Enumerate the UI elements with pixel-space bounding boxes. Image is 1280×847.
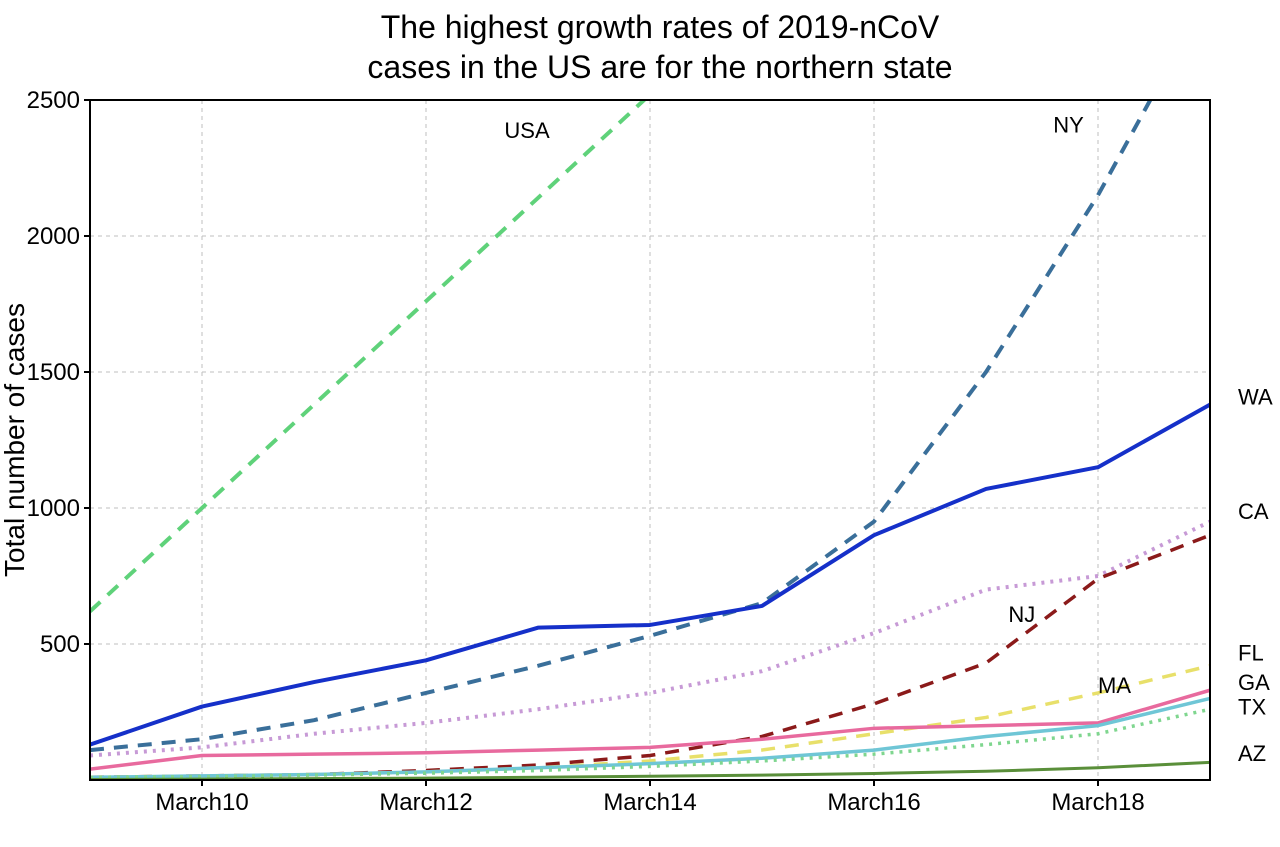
y-tick-label-2000: 2000 xyxy=(27,223,80,250)
y-tick-label-2500: 2500 xyxy=(27,87,80,114)
series-label-az: AZ xyxy=(1238,741,1266,766)
x-tick-label-3: March16 xyxy=(827,789,920,816)
x-tick-label-2: March14 xyxy=(603,789,696,816)
y-tick-label-1000: 1000 xyxy=(27,495,80,522)
x-tick-label-1: March12 xyxy=(379,789,472,816)
y-tick-label-500: 500 xyxy=(40,631,80,658)
series-label-wa: WA xyxy=(1238,385,1273,410)
y-axis-label: Total number of cases xyxy=(0,303,30,577)
chart-container: The highest growth rates of 2019-nCoV cas… xyxy=(0,0,1280,847)
chart-title-line2: cases in the US are for the northern sta… xyxy=(367,49,952,85)
series-label-tx: TX xyxy=(1238,695,1266,720)
series-label-ca: CA xyxy=(1238,499,1269,524)
line-chart: The highest growth rates of 2019-nCoV cas… xyxy=(0,0,1280,847)
series-label-ny: NY xyxy=(1053,113,1084,138)
chart-title-line1: The highest growth rates of 2019-nCoV xyxy=(381,9,940,45)
series-label-ma: MA xyxy=(1098,673,1131,698)
series-label-fl: FL xyxy=(1238,640,1264,665)
x-tick-label-0: March10 xyxy=(155,789,248,816)
x-tick-label-4: March18 xyxy=(1051,789,1144,816)
series-label-usa: USA xyxy=(504,118,550,143)
series-line-fl xyxy=(90,666,1210,778)
series-label-nj: NJ xyxy=(1008,602,1035,627)
series-label-ga: GA xyxy=(1238,670,1270,695)
y-tick-label-1500: 1500 xyxy=(27,359,80,386)
gridlines xyxy=(90,100,1210,780)
